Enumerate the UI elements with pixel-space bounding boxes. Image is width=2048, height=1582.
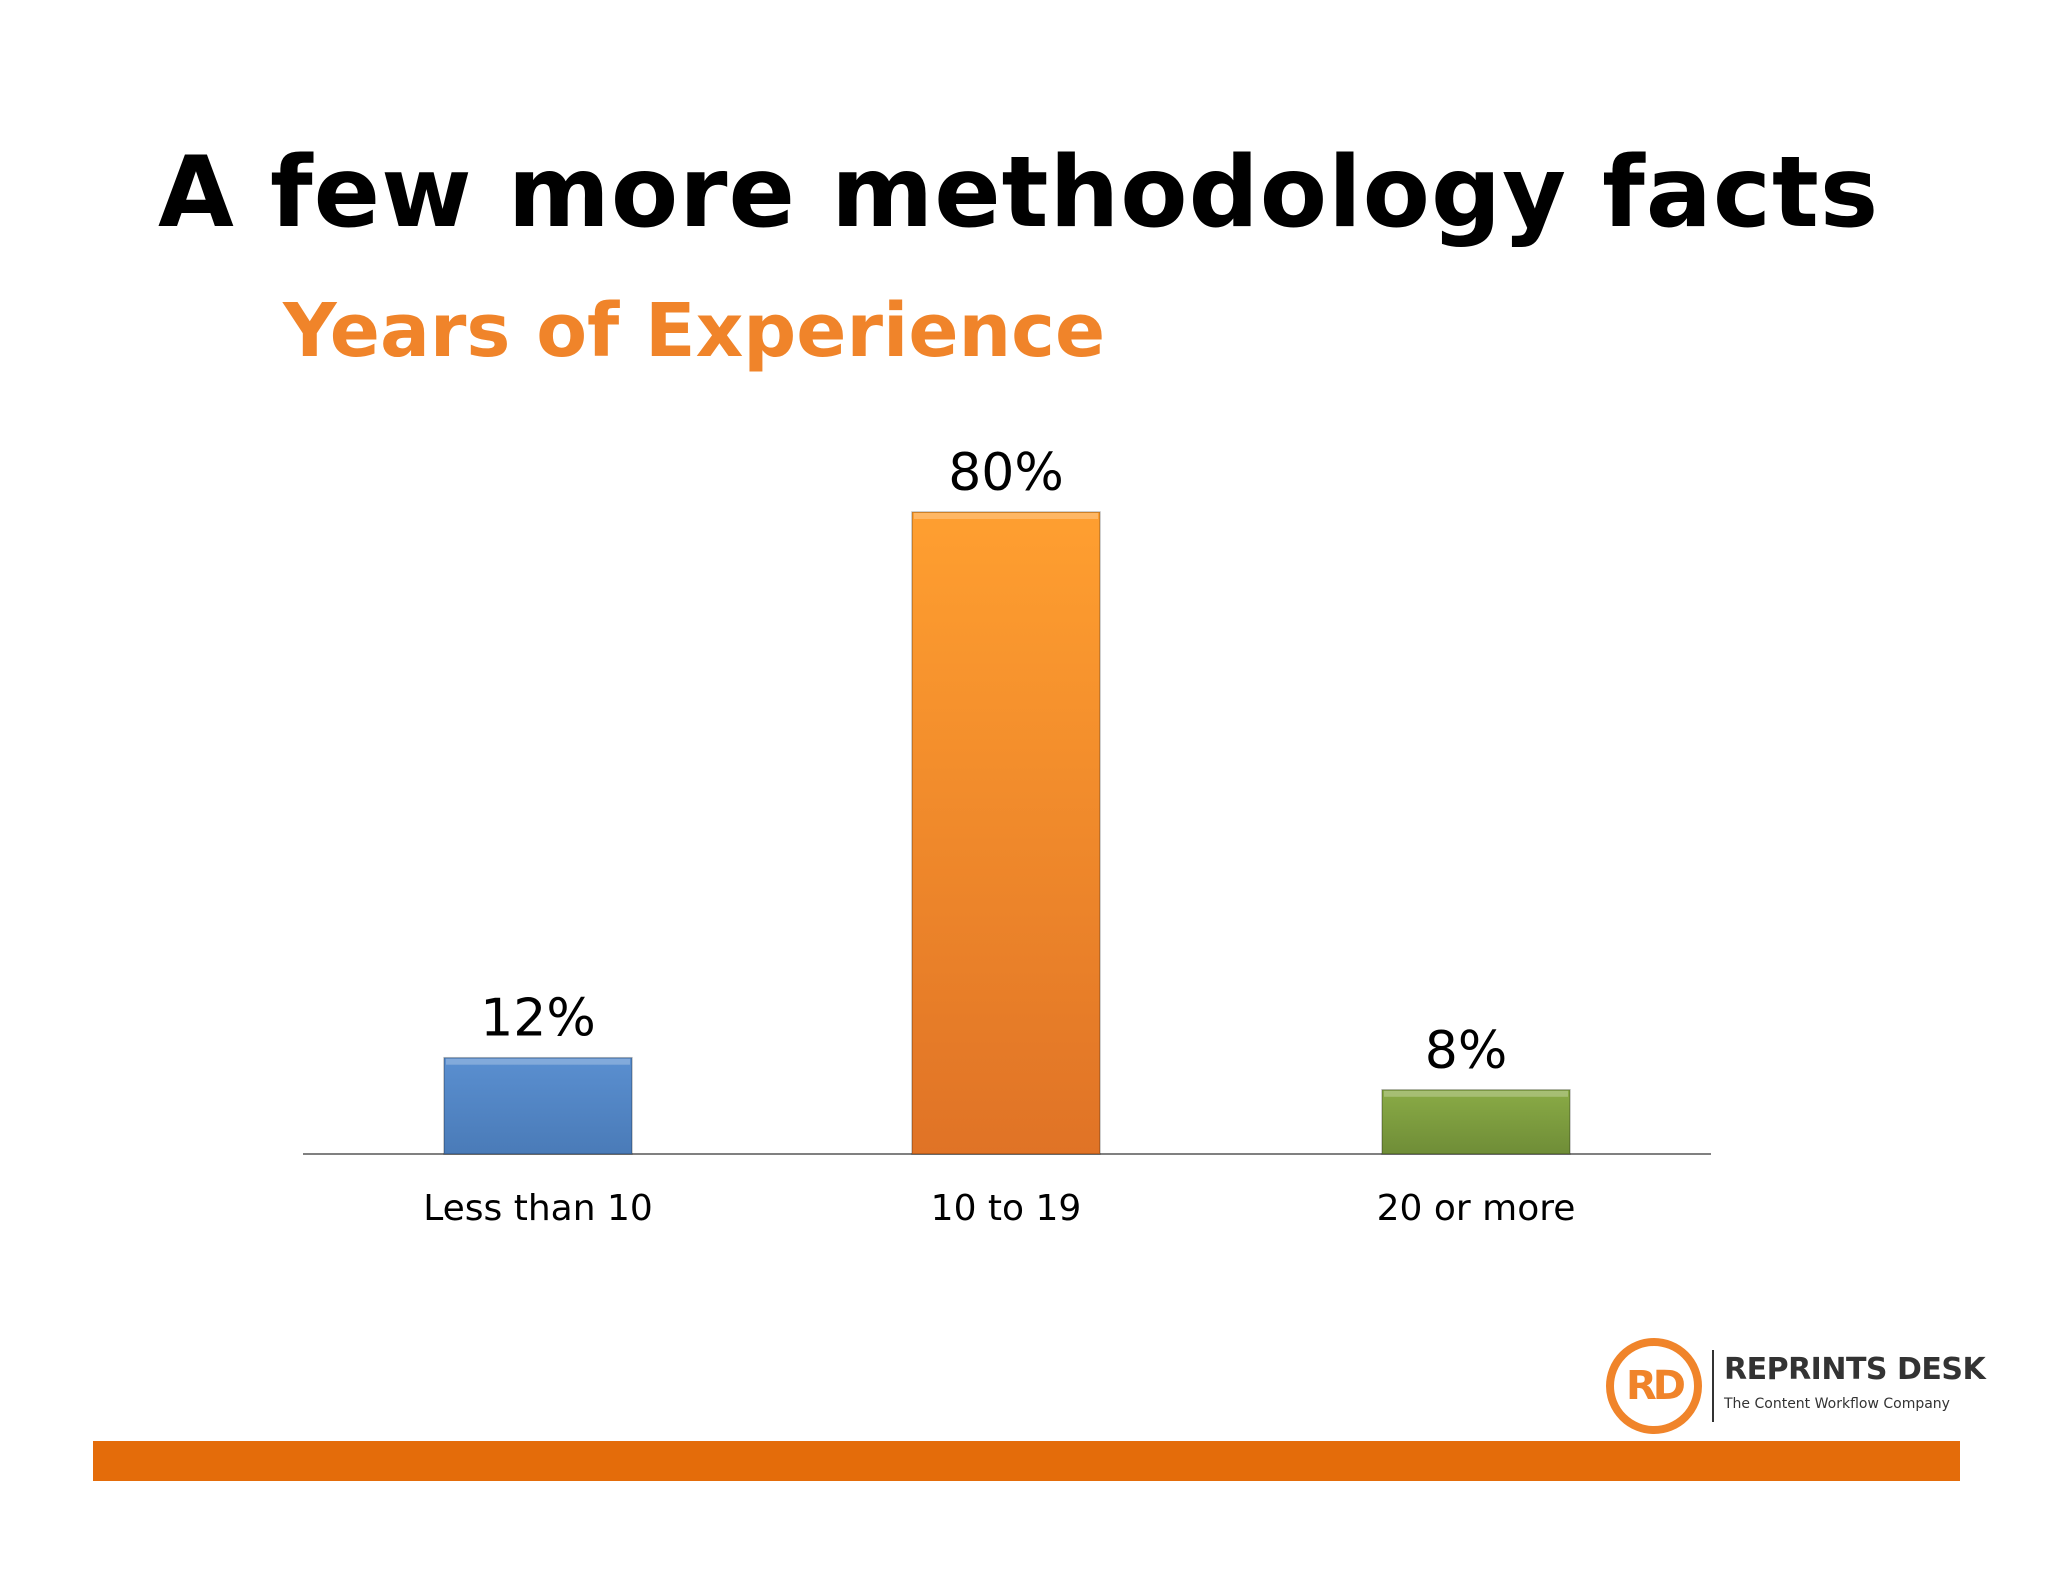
category-label-1: 10 to 19 xyxy=(931,1188,1082,1229)
logo-mark: RD xyxy=(1625,1363,1686,1409)
bar-chart: 12% Less than 10 80% 10 to 19 8% 20 or more xyxy=(303,443,1711,1229)
bar-1 xyxy=(911,511,1101,1155)
chart-title: Years of Experience xyxy=(283,288,1106,374)
bar-value-label-2: 8% xyxy=(1425,1021,1508,1081)
bar-0 xyxy=(443,1056,633,1155)
logo-name: REPRINTS DESK xyxy=(1724,1352,1986,1387)
category-label-2: 20 or more xyxy=(1377,1188,1576,1229)
reprints-desk-logo: RD REPRINTS DESK The Content Workflow Co… xyxy=(1606,1336,1986,1436)
slide-title: A few more methodology facts xyxy=(158,136,1880,250)
bar-highlight-0 xyxy=(446,1058,630,1065)
bar-highlight-2 xyxy=(1384,1090,1568,1097)
bar-highlight-1 xyxy=(914,513,1098,519)
category-label-0: Less than 10 xyxy=(423,1188,653,1229)
bar-2 xyxy=(1381,1089,1571,1155)
bar-value-label-0: 12% xyxy=(480,989,596,1049)
logo-tagline: The Content Workflow Company xyxy=(1724,1396,1950,1412)
logo-circle-icon: RD xyxy=(1606,1338,1702,1434)
footer-bar xyxy=(93,1441,1960,1481)
logo-divider xyxy=(1712,1350,1714,1422)
bar-value-label-1: 80% xyxy=(948,443,1064,503)
